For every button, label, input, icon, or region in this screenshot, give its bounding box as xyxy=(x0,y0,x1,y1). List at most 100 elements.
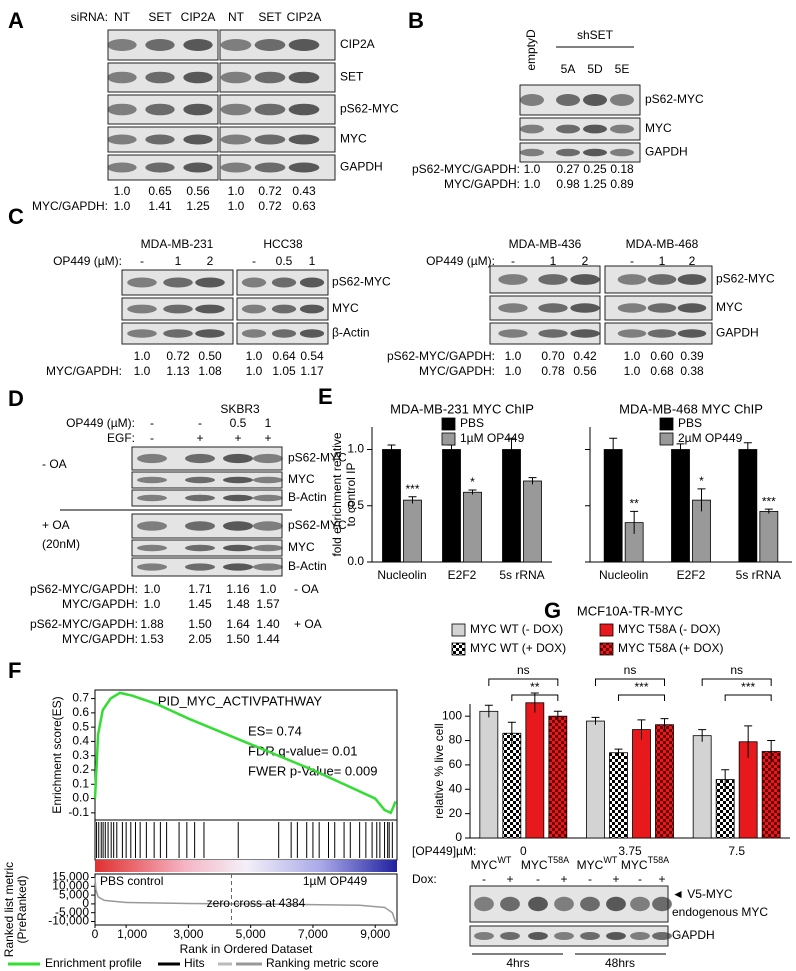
lane-label: 1 xyxy=(175,254,182,268)
quant-value: 1.0 xyxy=(524,162,541,176)
band xyxy=(288,71,320,84)
y-tick-label: 0.4 xyxy=(72,734,89,748)
band xyxy=(127,304,157,314)
band xyxy=(271,277,297,288)
band-label: GAPDH xyxy=(340,160,383,174)
quant-value: 2.05 xyxy=(188,632,212,646)
legend-swatch xyxy=(441,417,456,431)
band xyxy=(556,148,580,157)
bar xyxy=(761,751,781,839)
bracket xyxy=(488,678,559,686)
quant-value: 1.0 xyxy=(228,199,245,213)
x-tick-label: 7,000 xyxy=(298,927,328,941)
band-label: GAPDH xyxy=(716,326,759,340)
quant-value: 1.50 xyxy=(188,617,212,631)
quant-value: 1.08 xyxy=(198,364,222,378)
quant-value: 1.0 xyxy=(624,349,641,363)
band xyxy=(185,521,215,531)
lane-label: SET xyxy=(148,10,172,24)
construct-sup: T58A xyxy=(648,855,670,865)
lane-label: CIP2A xyxy=(181,10,216,24)
y-axis-label: (PreRanked) xyxy=(15,875,29,943)
metric-label: 1µM OP449 xyxy=(303,874,368,888)
lane-label: - xyxy=(150,431,154,445)
y-tick-label: 0.6 xyxy=(72,705,89,719)
legend-swatch xyxy=(451,623,466,637)
bar xyxy=(382,449,401,563)
error-bar xyxy=(698,729,707,742)
lane-label: + xyxy=(234,431,241,445)
band xyxy=(241,277,267,288)
chart-title: PID_MYC_ACTIVPATHWAY xyxy=(158,693,323,708)
quant-label: MYC/GAPDH: xyxy=(62,597,138,611)
cell-line: MDA-MB-436 xyxy=(509,237,582,251)
quant-label: pS62-MYC/GAPDH: xyxy=(412,162,520,176)
quant-value: 1.57 xyxy=(256,597,280,611)
y-tick-label: 0.3 xyxy=(72,748,89,762)
x-tick-label: 5,000 xyxy=(236,927,266,941)
y-tick-label: 0.5 xyxy=(72,719,89,733)
quant-value: 1.0 xyxy=(144,582,161,596)
band xyxy=(220,103,252,116)
lane-label: + xyxy=(506,872,513,886)
quant-value: 0.25 xyxy=(583,162,607,176)
quant-label: MYC/GAPDH: xyxy=(444,177,520,191)
band-label: pS62-MYC xyxy=(340,102,399,116)
band xyxy=(677,274,707,285)
quant-label: MYC/GAPDH: xyxy=(62,632,138,646)
quant-value: 1.0 xyxy=(114,184,131,198)
band xyxy=(288,134,320,145)
band xyxy=(183,103,213,116)
quant-value: 1.45 xyxy=(188,597,212,611)
band-label: ◄ V5-MYC xyxy=(672,887,733,901)
lane-label: - xyxy=(588,872,592,886)
metric-label: PBS control xyxy=(100,874,163,888)
lane-label: - xyxy=(150,416,154,430)
quant-value: 1.0 xyxy=(114,199,131,213)
legend-label: Ranking metric score xyxy=(266,956,379,970)
band-label: pS62-MYC xyxy=(645,92,704,106)
lane-label: SET xyxy=(258,10,282,24)
bar xyxy=(502,449,521,563)
condition-label: (20nM) xyxy=(42,537,80,551)
x-tick-label: E2F2 xyxy=(448,568,477,582)
lane-label: NT xyxy=(228,10,245,24)
y-tick-label: 0.1 xyxy=(72,776,89,790)
band xyxy=(677,303,707,313)
panel-label: D xyxy=(8,386,24,411)
band xyxy=(271,329,297,338)
lane-label: + xyxy=(196,431,203,445)
y-tick-label: 80 xyxy=(449,733,463,747)
band xyxy=(137,544,167,552)
quant-value: 0.42 xyxy=(573,349,597,363)
lane-label: - xyxy=(630,254,634,268)
band xyxy=(195,304,225,314)
bar xyxy=(525,702,545,839)
bar xyxy=(655,724,674,839)
time-label: 4hrs xyxy=(506,956,529,970)
band xyxy=(137,494,167,502)
band-label: MYC xyxy=(645,121,672,135)
quant-value: 0.98 xyxy=(556,177,580,191)
lane-label: - xyxy=(511,254,515,268)
construct-label: MYCWT xyxy=(577,855,618,872)
bar xyxy=(442,449,461,563)
bracket-label: ns xyxy=(517,663,530,677)
quant-value: 1.0 xyxy=(505,364,522,378)
quant-value: 1.25 xyxy=(186,199,210,213)
band xyxy=(299,329,325,338)
y-tick-label: 0 xyxy=(82,896,89,910)
y-tick-label: -5,000 xyxy=(55,905,89,919)
band xyxy=(288,39,320,51)
lane-label: - xyxy=(252,254,256,268)
band xyxy=(528,896,548,912)
band xyxy=(107,71,137,84)
quant-value: 1.0 xyxy=(624,364,641,378)
lane-label: emptyD xyxy=(524,29,538,71)
quant-value: 1.13 xyxy=(166,364,190,378)
error-bar xyxy=(743,442,752,457)
band xyxy=(145,134,175,145)
bar xyxy=(523,480,542,563)
band-label: pS62-MYC xyxy=(288,518,347,532)
quant-value: 0.72 xyxy=(258,199,282,213)
